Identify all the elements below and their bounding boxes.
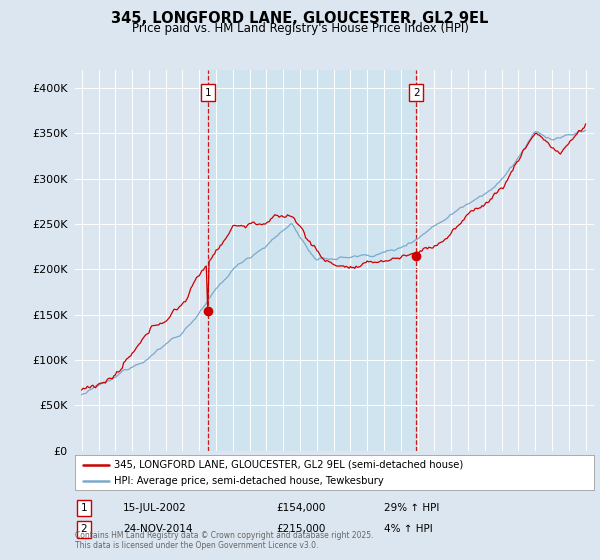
Text: 1: 1 [205, 88, 211, 97]
Text: 2: 2 [80, 524, 88, 534]
Text: £154,000: £154,000 [276, 503, 325, 513]
Text: 15-JUL-2002: 15-JUL-2002 [123, 503, 187, 513]
Text: 4% ↑ HPI: 4% ↑ HPI [384, 524, 433, 534]
Text: HPI: Average price, semi-detached house, Tewkesbury: HPI: Average price, semi-detached house,… [114, 475, 383, 486]
Text: 29% ↑ HPI: 29% ↑ HPI [384, 503, 439, 513]
Text: 24-NOV-2014: 24-NOV-2014 [123, 524, 193, 534]
Text: £215,000: £215,000 [276, 524, 325, 534]
Text: 345, LONGFORD LANE, GLOUCESTER, GL2 9EL (semi-detached house): 345, LONGFORD LANE, GLOUCESTER, GL2 9EL … [114, 460, 463, 470]
Text: 1: 1 [80, 503, 88, 513]
Text: 345, LONGFORD LANE, GLOUCESTER, GL2 9EL: 345, LONGFORD LANE, GLOUCESTER, GL2 9EL [112, 11, 488, 26]
Bar [208, 70, 416, 451]
Text: Price paid vs. HM Land Registry's House Price Index (HPI): Price paid vs. HM Land Registry's House … [131, 22, 469, 35]
Text: Contains HM Land Registry data © Crown copyright and database right 2025.
This d: Contains HM Land Registry data © Crown c… [75, 530, 373, 550]
Text: 2: 2 [413, 88, 419, 97]
